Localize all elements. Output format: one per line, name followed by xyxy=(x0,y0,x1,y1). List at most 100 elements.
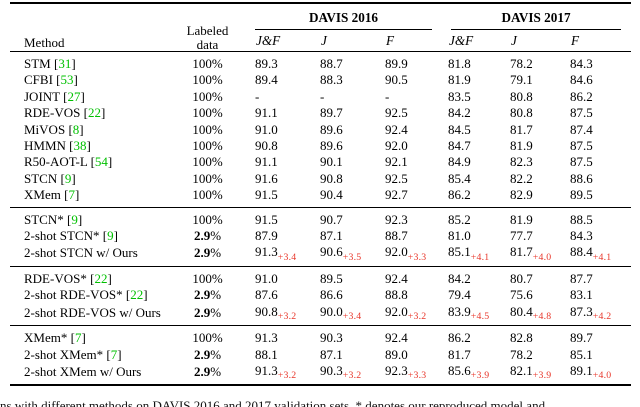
metric-value-cell: 87.7 xyxy=(570,265,632,288)
table-row: 2-shot XMem w/ Ours 2.9% 91.3+3.2 90.3+3.2 9… xyxy=(10,363,631,385)
citation-link[interactable]: 9 xyxy=(107,228,114,244)
metric-value-cell: 92.7 xyxy=(385,187,408,203)
metric-value-cell: - xyxy=(255,88,260,104)
gain-subscript: +3.3 xyxy=(407,370,427,382)
metric-value-cell: 88.8 xyxy=(385,287,408,303)
group-header-davis-2016: DAVIS 2016 xyxy=(255,3,448,30)
metric-value-cell: 87.1 xyxy=(320,346,343,362)
metric-value-cell: 90.6+3.5 xyxy=(320,244,362,263)
results-table: Method Labeled data DAVIS 2016 DAVIS 201… xyxy=(10,2,632,387)
metric-header-jf-2017: J&F xyxy=(449,32,474,48)
citation-link[interactable]: 7 xyxy=(68,187,75,203)
metric-value-cell: 85.1+4.1 xyxy=(448,244,490,263)
metric-value-cell: 88.3 xyxy=(320,72,343,88)
table-row: HMMN [38] 100% 90.8 89.6 92.0 84.7 81.9 87.5 xyxy=(10,138,631,154)
labeled-data-line2: data xyxy=(196,36,219,52)
method-cell: JOINT [27] xyxy=(24,88,85,104)
method-cell: R50-AOT-L [54] xyxy=(24,154,113,170)
metric-value-cell: 90.3+3.2 xyxy=(320,362,362,382)
metric-value-cell: 84.9 xyxy=(448,154,471,170)
table-row: XMem* [7] 100% 91.3 90.3 92.4 86.2 82.8 89.7 xyxy=(10,325,632,347)
metric-value-cell: 90.8 xyxy=(320,170,343,186)
metric-value-cell: 89.5 xyxy=(320,265,385,288)
table-row: 2-shot STCN w/ Ours 2.9% 91.3+3.4 90.6+3.5 9… xyxy=(10,244,631,266)
metric-value-cell: 92.0+3.3 xyxy=(385,244,427,263)
metric-value-cell: 91.0 xyxy=(255,121,278,137)
citation-link[interactable]: 31 xyxy=(58,56,72,71)
metric-value-cell: 85.1 xyxy=(570,346,593,362)
labeled-data-cell: 100% xyxy=(192,88,223,104)
metric-value-cell: 92.0 xyxy=(385,138,408,154)
column-header-labeled-data: Labeled data xyxy=(160,3,255,52)
metric-value-cell: 84.2 xyxy=(448,105,471,121)
metric-value-cell: 92.0+3.2 xyxy=(385,303,427,323)
citation-link[interactable]: 38 xyxy=(73,138,87,154)
labeled-data-cell: 100% xyxy=(160,325,255,347)
citation-link[interactable]: 9 xyxy=(64,170,72,186)
metric-value-cell: 92.1 xyxy=(385,154,408,170)
method-cell: STCN [9] xyxy=(24,170,76,186)
table-row: RDE-VOS* [22] 100% 91.0 89.5 92.4 84.2 80.7 87.… xyxy=(10,265,632,288)
metric-value-cell: 89.6 xyxy=(320,121,343,137)
metric-value-cell: 83.5 xyxy=(448,88,471,104)
metric-value-cell: 82.9 xyxy=(510,187,533,203)
citation-link[interactable]: 9 xyxy=(71,211,78,227)
citation-link[interactable]: 7 xyxy=(74,330,82,346)
metric-value-cell: 77.7 xyxy=(510,228,533,244)
metric-value-cell: 87.5 xyxy=(570,138,593,154)
table-caption: ns with different methods on DAVIS 2016 … xyxy=(0,398,546,407)
metric-value-cell: 89.5 xyxy=(570,187,593,203)
metric-value-cell: 83.1 xyxy=(570,287,593,303)
metric-value-cell: 89.4 xyxy=(255,72,278,88)
method-cell: HMMN [38] xyxy=(24,138,91,154)
metric-value-cell: 91.1 xyxy=(255,154,278,170)
metric-value-cell: 90.4 xyxy=(320,187,343,203)
method-cell: MiVOS [8] xyxy=(24,121,84,137)
metric-value-cell: 84.3 xyxy=(570,56,593,71)
metric-value-cell: 91.3+3.2 xyxy=(255,362,297,382)
citation-link[interactable]: 53 xyxy=(60,72,74,88)
metric-value-cell: 87.1 xyxy=(320,228,343,244)
metric-value-cell: 92.3 xyxy=(385,206,449,229)
metric-value-cell: 81.9 xyxy=(510,138,533,154)
metric-value-cell: 81.8 xyxy=(448,56,471,71)
citation-link[interactable]: 22 xyxy=(130,287,144,303)
metric-value-cell: 82.3 xyxy=(510,154,533,170)
table-row: JOINT [27] 100% - - - 83.5 80.8 86.2 xyxy=(10,89,631,105)
metric-value-cell: 83.9+4.5 xyxy=(448,303,490,323)
method-cell: RDE-VOS* [22] xyxy=(10,265,160,288)
table-row: 2-shot RDE-VOS* [22] 2.9% 87.6 86.6 88.8 79.4… xyxy=(10,287,631,303)
metric-value-cell: 90.1 xyxy=(320,154,343,170)
gain-subscript: +4.1 xyxy=(470,251,490,263)
citation-link[interactable]: 27 xyxy=(67,88,81,104)
gain-subscript: +4.5 xyxy=(470,311,490,323)
gain-subscript: +3.2 xyxy=(342,370,362,382)
citation-link[interactable]: 22 xyxy=(94,270,108,286)
citation-link[interactable]: 54 xyxy=(94,154,108,170)
gain-subscript: +4.2 xyxy=(592,311,612,323)
gain-subscript: +3.9 xyxy=(532,370,552,382)
table-row: CFBI [53] 100% 89.4 88.3 90.5 81.9 79.1 84.6 xyxy=(10,72,631,88)
metric-value-cell: - xyxy=(385,88,390,104)
metric-value-cell: 91.3+3.4 xyxy=(255,244,297,263)
metric-value-cell: 88.1 xyxy=(255,346,278,362)
metric-value-cell: 84.5 xyxy=(448,121,471,137)
labeled-data-cell: 2.9% xyxy=(193,346,222,362)
metric-value-cell: 78.2 xyxy=(510,346,533,362)
citation-link[interactable]: 22 xyxy=(87,105,101,121)
method-cell: 2-shot STCN* [9] xyxy=(24,228,118,244)
metric-value-cell: 86.2 xyxy=(448,187,471,203)
metric-header-j-2017: J xyxy=(511,32,517,48)
metric-value-cell: 92.4 xyxy=(385,325,449,347)
metric-header-j-2016: J xyxy=(321,32,327,48)
labeled-data-cell: 100% xyxy=(192,154,223,170)
metric-value-cell: 90.8 xyxy=(255,138,278,154)
table-row: MiVOS [8] 100% 91.0 89.6 92.4 84.5 81.7 87.4 xyxy=(10,122,631,138)
citation-link[interactable]: 8 xyxy=(72,121,80,137)
metric-value-cell: 90.5 xyxy=(385,72,408,88)
metric-value-cell: 89.6 xyxy=(320,138,343,154)
citation-link[interactable]: 7 xyxy=(110,346,118,362)
metric-value-cell: 84.6 xyxy=(570,72,593,88)
table-row: 2-shot STCN* [9] 2.9% 87.9 87.1 88.7 81.0 77.7… xyxy=(10,228,631,244)
